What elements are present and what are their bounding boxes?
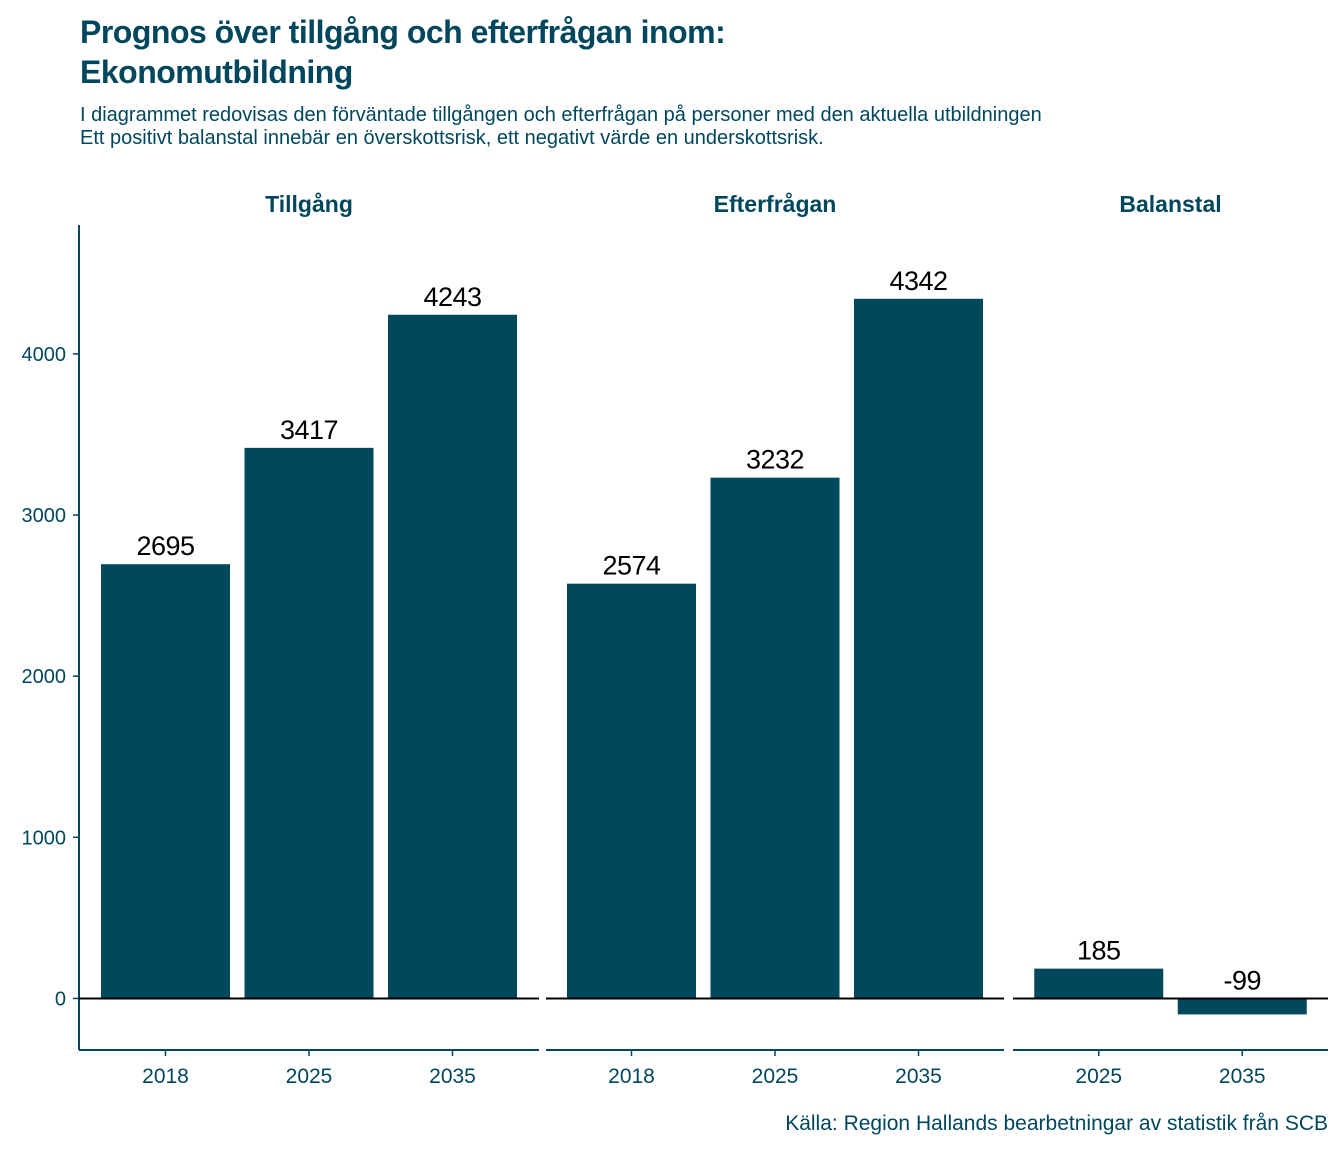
x-tick-label: 2025 (1075, 1065, 1122, 1088)
y-tick-label: 4000 (22, 344, 67, 366)
bar-value-label: 3232 (746, 445, 804, 475)
bar (854, 298, 983, 999)
chart-subtitle-line2: Ett positivt balanstal innebär en översk… (80, 127, 824, 149)
chart-subtitle: I diagrammet redovisas den förväntade ti… (80, 104, 1300, 150)
x-tick-label: 2018 (608, 1065, 655, 1088)
x-tick-label: 2018 (142, 1065, 189, 1088)
bar (710, 477, 840, 999)
y-tick-label: 3000 (22, 505, 67, 527)
x-tick-label: 2025 (286, 1065, 333, 1088)
y-tick-label: 0 (55, 988, 66, 1010)
bar-value-label: -99 (1223, 965, 1261, 995)
bar (567, 583, 696, 999)
x-tick-label: 2035 (1219, 1065, 1266, 1088)
bar (388, 314, 517, 999)
facet-title: Tillgång (265, 191, 353, 217)
chart-title: Prognos över tillgång och efterfrågan in… (80, 12, 1280, 92)
x-tick-label: 2035 (429, 1065, 476, 1088)
bar (101, 564, 230, 999)
chart-title-line1: Prognos över tillgång och efterfrågan in… (80, 14, 726, 50)
bar-value-label: 3417 (280, 415, 338, 445)
bar-value-label: 4243 (423, 282, 481, 312)
bar-value-label: 4342 (889, 266, 947, 296)
facet-title: Balanstal (1119, 191, 1221, 217)
x-tick-label: 2025 (752, 1065, 799, 1088)
bar (244, 447, 374, 999)
x-tick-label: 2035 (895, 1065, 942, 1088)
bar-value-label: 185 (1077, 936, 1121, 966)
chart-title-line2: Ekonomutbildning (80, 54, 353, 90)
y-tick-label: 1000 (22, 827, 67, 849)
chart-subtitle-line1: I diagrammet redovisas den förväntade ti… (80, 104, 1042, 126)
y-tick-label: 2000 (22, 666, 67, 688)
bar-value-label: 2574 (602, 551, 661, 581)
chart-caption: Källa: Region Hallands bearbetningar av … (785, 1112, 1328, 1135)
bar (1034, 968, 1164, 999)
facet-title: Efterfrågan (714, 191, 837, 217)
bar (1177, 998, 1307, 1015)
bar-value-label: 2695 (136, 531, 194, 561)
